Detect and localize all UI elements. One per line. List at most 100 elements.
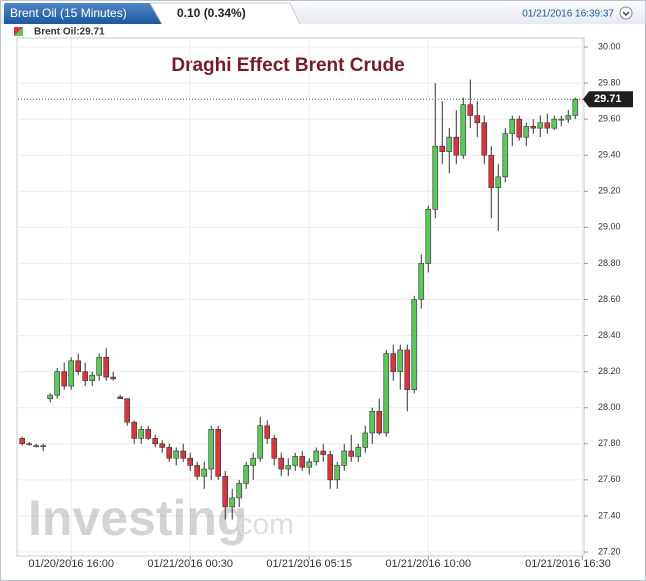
candle-body <box>502 133 509 178</box>
candle-body <box>61 371 68 387</box>
candle-body <box>404 349 411 390</box>
candle-body <box>397 349 404 372</box>
candle-body <box>264 425 271 439</box>
candle-body <box>439 145 446 152</box>
y-tick-label: 30.00 <box>598 41 621 51</box>
candle-body <box>117 396 124 399</box>
candle-body <box>131 421 138 439</box>
candle-body <box>166 447 173 459</box>
candle-body <box>89 374 96 381</box>
candle-body <box>285 465 292 470</box>
chart-title: Draghi Effect Brent Crude <box>171 55 404 76</box>
candle-body <box>362 432 369 448</box>
y-tick-label: 29.60 <box>598 114 621 124</box>
candle-body <box>222 475 229 508</box>
y-tick-label: 28.40 <box>598 330 621 340</box>
candle-body <box>460 104 467 156</box>
candle-body <box>425 209 432 264</box>
timestamp: 01/21/2016 16:39:37 <box>522 9 614 20</box>
x-tick-label: 01/20/2016 16:00 <box>28 558 114 570</box>
watermark-suffix: .com <box>229 508 294 541</box>
candle-body <box>376 411 383 434</box>
collapse-icon[interactable] <box>622 11 630 17</box>
y-tick-label: 28.60 <box>598 294 621 304</box>
candle-body <box>523 126 530 138</box>
plot-area <box>16 37 585 557</box>
header-tab[interactable] <box>4 3 162 24</box>
plot-layer: 27.20 27.40 27.60 27.80 28.00 28.20 28.40 28.60… <box>18 41 633 570</box>
y-tick-label: 29.00 <box>598 222 621 232</box>
candle-body <box>187 457 194 466</box>
candle-body <box>250 457 257 466</box>
candle-body <box>565 115 572 120</box>
candle-body <box>229 497 236 508</box>
x-tick-label: 01/21/2016 00:30 <box>147 558 233 570</box>
candle-body <box>103 356 110 378</box>
candle-body <box>467 104 474 116</box>
candle-body <box>299 456 306 468</box>
candle-body <box>152 438 159 445</box>
candle-body <box>369 411 376 434</box>
y-tick-label: 27.20 <box>598 546 621 556</box>
candle-body <box>453 136 460 156</box>
candle-body <box>215 429 222 477</box>
candle-body <box>173 450 180 459</box>
y-tick-label: 28.00 <box>598 402 621 412</box>
candle-body <box>320 450 327 455</box>
candle-body <box>355 447 362 457</box>
y-tick-label: 29.20 <box>598 186 621 196</box>
candle-body <box>551 118 558 129</box>
candle-body <box>68 360 75 387</box>
candle-body <box>208 429 215 470</box>
candle-body <box>110 376 117 380</box>
candle-body <box>509 118 516 134</box>
y-tick-label: 27.40 <box>598 510 621 520</box>
candle-body <box>243 465 250 484</box>
candle-body <box>96 356 103 376</box>
y-tick-label: 27.80 <box>598 438 621 448</box>
candle-body <box>145 429 152 439</box>
x-tick-label: 01/21/2016 16:30 <box>525 558 611 570</box>
candle-body <box>390 353 397 372</box>
tab-label[interactable]: Brent Oil (15 Minutes) <box>10 6 127 20</box>
candle-body <box>194 465 201 477</box>
candle-body <box>432 145 439 210</box>
candle-body <box>278 457 285 470</box>
candle-body <box>306 461 313 468</box>
y-tick-label: 29.80 <box>598 77 621 87</box>
candle-body <box>292 456 299 466</box>
candle-body <box>82 371 89 381</box>
watermark-brand: Investing <box>28 490 247 546</box>
candle-body <box>47 394 54 399</box>
grid-layer <box>17 39 584 555</box>
candle-body <box>558 118 565 121</box>
candle-body <box>348 450 355 457</box>
candle-body <box>474 115 481 124</box>
candle-body <box>180 450 187 459</box>
y-tick-label: 29.40 <box>598 150 621 160</box>
candle-body <box>544 122 551 129</box>
candle-body <box>383 353 390 434</box>
candle-body <box>530 126 537 129</box>
candle-body <box>488 154 495 188</box>
candle-body <box>572 99 579 116</box>
x-tick-label: 01/21/2016 05:15 <box>266 558 352 570</box>
y-tick-label: 28.20 <box>598 366 621 376</box>
change: 0.10 (0.34%) <box>177 6 246 20</box>
candle-body <box>257 425 264 459</box>
collapse-button[interactable] <box>619 6 633 20</box>
candle-body <box>33 445 40 447</box>
x-tick-label: 01/21/2016 10:00 <box>385 558 471 570</box>
candle-body <box>516 118 523 138</box>
candle-body <box>124 398 131 423</box>
change-tab <box>149 2 301 25</box>
candle-body <box>334 465 341 481</box>
last-price-label: 29.71 <box>594 93 622 105</box>
candle-body <box>418 263 425 300</box>
candle-body <box>341 450 348 466</box>
candle-body <box>537 122 544 129</box>
candle-body <box>271 438 278 459</box>
candle-body <box>40 445 47 447</box>
candle-body <box>446 136 453 152</box>
